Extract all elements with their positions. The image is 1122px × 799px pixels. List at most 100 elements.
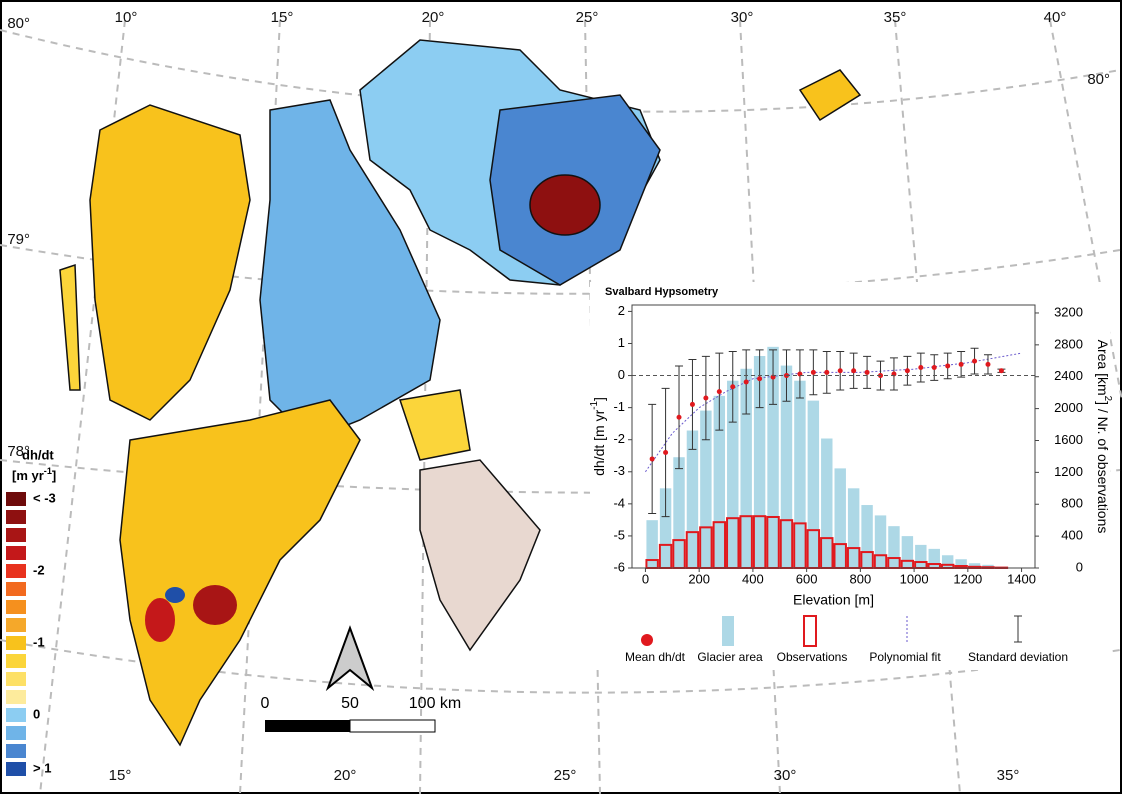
y-tick-label: 0	[618, 367, 625, 382]
histogram-bar	[821, 438, 832, 568]
lat-label: 80°	[1087, 71, 1110, 88]
legend-label: -1	[33, 634, 45, 649]
y-tick-label: -3	[613, 463, 625, 478]
y-tick-label: 1	[618, 335, 625, 350]
legend-unit-part: [m yr	[12, 468, 44, 483]
legend-label: -2	[33, 562, 45, 577]
lon-label: 35°	[997, 767, 1020, 784]
legend-swatch	[6, 690, 26, 704]
y-axis-label-part: -1	[589, 401, 600, 410]
mean-point	[905, 368, 910, 373]
mean-point	[703, 396, 708, 401]
y-axis-label-part: ]	[591, 397, 607, 401]
mean-point	[851, 368, 856, 373]
y-tick-label: -5	[613, 527, 625, 542]
y-tick-label: -1	[613, 399, 625, 414]
legend-label: < -3	[33, 490, 56, 505]
y-tick-label: 2	[618, 303, 625, 318]
mean-point	[972, 359, 977, 364]
legend-swatch	[6, 726, 26, 740]
legend-swatch	[6, 618, 26, 632]
mean-point	[650, 456, 655, 461]
y2-tick-label: 2800	[1054, 336, 1083, 351]
histogram-bar	[888, 526, 899, 568]
histogram-bar	[942, 555, 953, 568]
legend-title: dh/dt	[22, 447, 54, 462]
y2-tick-label: 2400	[1054, 368, 1083, 383]
legend-swatch	[6, 510, 26, 524]
y-tick-label: -6	[613, 559, 625, 574]
legend-swatch	[6, 528, 26, 542]
legend-swatch	[6, 582, 26, 596]
mean-point	[717, 389, 722, 394]
legend-swatch	[6, 744, 26, 758]
legend-swatch	[6, 636, 26, 650]
scale-label: 0	[261, 695, 270, 712]
legend-label: 0	[33, 706, 40, 721]
legend-marker	[722, 616, 734, 646]
legend-swatch	[6, 654, 26, 668]
y2-tick-label: 400	[1061, 528, 1083, 543]
y2-tick-label: 1200	[1054, 464, 1083, 479]
histogram-bar	[808, 401, 819, 568]
histogram-bar	[673, 457, 684, 568]
mean-point	[744, 379, 749, 384]
histogram-bar	[915, 545, 926, 568]
x-tick-label: 1200	[953, 571, 982, 586]
lon-label: 25°	[554, 767, 577, 784]
y-axis-label-part: dh/dt [m yr	[591, 409, 607, 475]
legend-label: Standard deviation	[968, 650, 1068, 664]
y2-tick-label: 3200	[1054, 304, 1083, 319]
x-tick-label: 600	[796, 571, 818, 586]
mean-point	[663, 450, 668, 455]
legend-swatch	[6, 564, 26, 578]
histogram-bar	[835, 468, 846, 568]
y2-tick-label: 800	[1061, 496, 1083, 511]
y2-axis-label-part: ] / Nr. of observations	[1095, 401, 1111, 533]
histogram-bar	[848, 488, 859, 568]
legend-label: Observations	[777, 650, 848, 664]
lon-label: 40°	[1044, 9, 1067, 26]
lat-label: 80°	[7, 15, 30, 32]
legend-label: Mean dh/dt	[625, 650, 686, 664]
legend-marker	[641, 634, 653, 646]
y-tick-label: -4	[613, 495, 625, 510]
x-tick-label: 1000	[900, 571, 929, 586]
lon-label: 15°	[109, 767, 132, 784]
mean-point	[985, 362, 990, 367]
lon-label: 35°	[884, 9, 907, 26]
legend-unit-part: -1	[44, 466, 52, 476]
histogram-bar	[861, 505, 872, 568]
x-tick-label: 200	[688, 571, 710, 586]
x-tick-label: 0	[642, 571, 649, 586]
chart-title: Svalbard Hypsometry	[605, 286, 719, 298]
x-tick-label: 800	[850, 571, 872, 586]
legend-swatch	[6, 708, 26, 722]
y2-axis-label: Area [km2] / Nr. of observations	[1095, 340, 1113, 534]
y2-tick-label: 2000	[1054, 400, 1083, 415]
legend-swatch	[6, 600, 26, 614]
lon-label: 30°	[774, 767, 797, 784]
mean-point	[932, 365, 937, 370]
lon-label: 15°	[271, 9, 294, 26]
legend-label: Glacier area	[697, 650, 763, 664]
histogram-bar	[687, 431, 698, 568]
x-tick-label: 1400	[1007, 571, 1036, 586]
lat-label: 79°	[7, 231, 30, 248]
mean-point	[959, 362, 964, 367]
y2-axis-label-part: Area [km	[1095, 340, 1111, 396]
y2-tick-label: 0	[1076, 559, 1083, 574]
scale-label: 50	[341, 695, 359, 712]
scale-label: 100 km	[409, 695, 461, 712]
histogram-bar	[902, 536, 913, 568]
mean-point	[757, 376, 762, 381]
y2-tick-label: 1600	[1054, 432, 1083, 447]
legend-swatch	[6, 762, 26, 776]
mean-point	[945, 363, 950, 368]
legend-swatch	[6, 546, 26, 560]
legend-unit-part: ]	[52, 468, 56, 483]
legend-label: > 1	[33, 760, 51, 775]
y-tick-label: -2	[613, 431, 625, 446]
legend-swatch	[6, 672, 26, 686]
